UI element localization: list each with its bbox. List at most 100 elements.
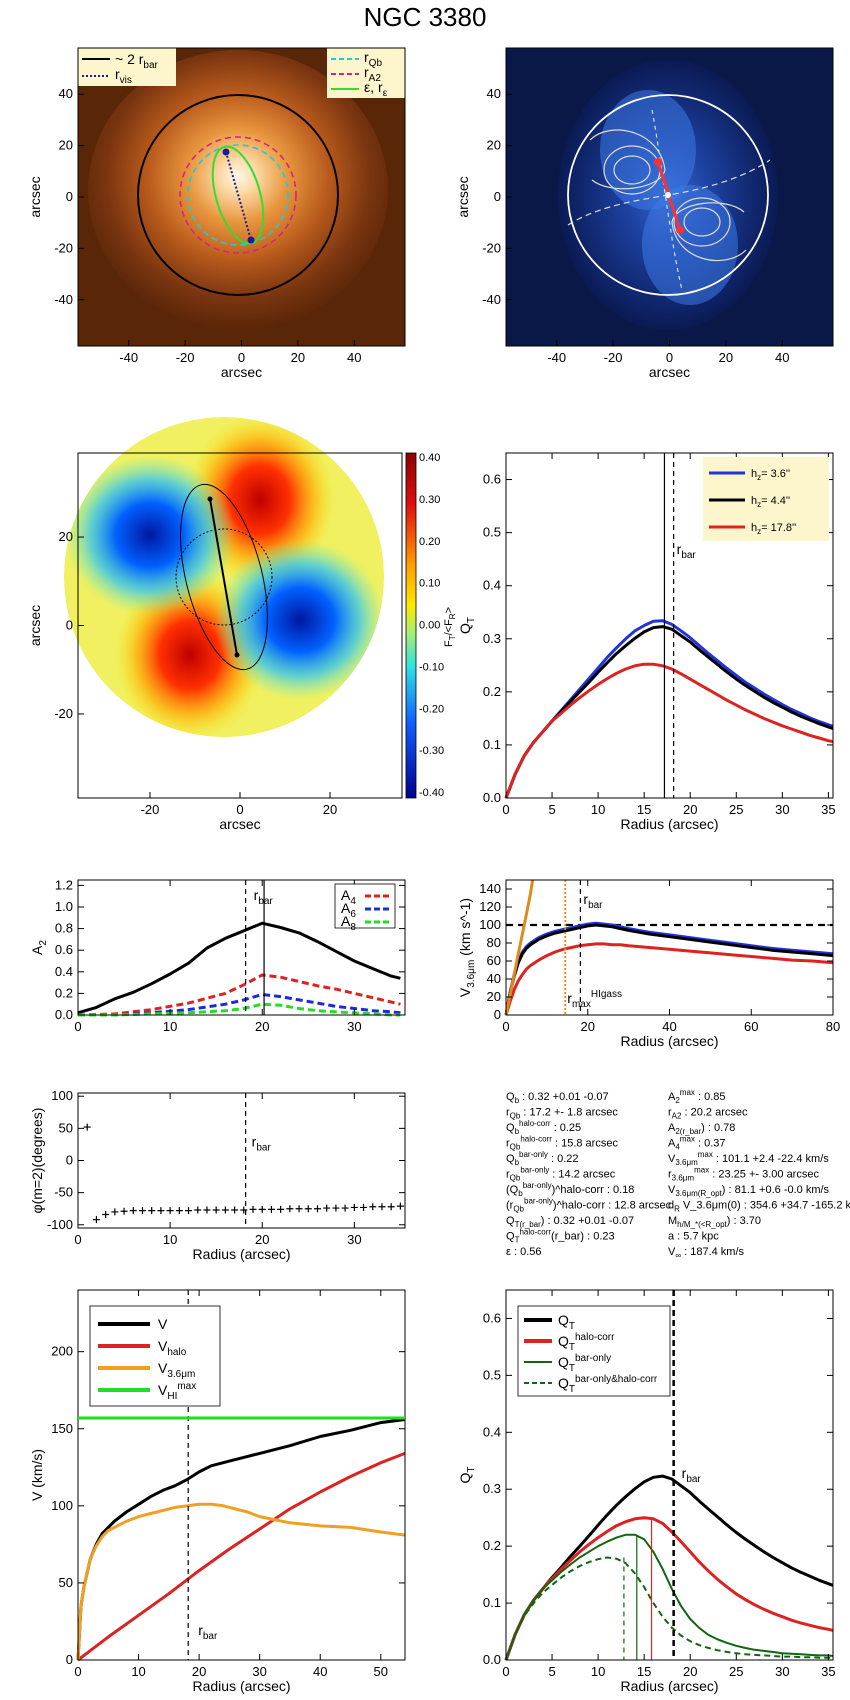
x-tick-label: 25: [729, 1664, 743, 1679]
parameter-row: A2(r_bar) : 0.78: [668, 1122, 735, 1136]
x-tick-label: 0: [666, 350, 673, 365]
x-tick-label: 20: [255, 1232, 269, 1247]
y-tick-label: 0.4: [483, 1424, 501, 1439]
parameter-row: (rQbbar-only)^halo-corr : 12.8 arcsec: [506, 1197, 672, 1214]
y-tick-label: 100: [51, 1498, 73, 1513]
x-tick-label: 0: [238, 350, 245, 365]
series-line: [504, 942, 834, 1016]
colorbar: [405, 452, 417, 799]
y-tick-label: 0: [66, 1652, 73, 1667]
data-point: [129, 1207, 137, 1215]
plot-area: [506, 880, 833, 1015]
data-point: [295, 1205, 303, 1213]
x-tick-label: 30: [347, 1232, 361, 1247]
data-point: [212, 1206, 220, 1214]
parameter-row: rA2 : 20.2 arcsec: [668, 1107, 748, 1121]
series-line: [504, 923, 834, 1016]
x-tick-label: 30: [775, 802, 789, 817]
plot-area: [78, 1093, 405, 1228]
parameter-row: Mh/M_*(<R_opt) : 3.70: [668, 1215, 761, 1229]
y-tick-label: 100: [479, 917, 501, 932]
y-tick-label: 0.3: [483, 1481, 501, 1496]
rbar-annotation: rbar: [252, 1133, 272, 1153]
series-line: [77, 973, 401, 1017]
data-point: [231, 1206, 239, 1214]
data-point: [166, 1207, 174, 1215]
x-tick-label: 20: [683, 802, 697, 817]
y-tick-label: -50: [54, 1185, 73, 1200]
y-tick-label: 0.6: [483, 1310, 501, 1325]
y-tick-label: 0: [66, 1153, 73, 1168]
colorbar-tick-label: 0.20: [419, 536, 440, 548]
y-tick-label: 1.2: [55, 877, 73, 892]
x-tick-label: -40: [119, 350, 138, 365]
x-tick-label: 10: [591, 1664, 605, 1679]
series-line: [504, 879, 535, 1016]
data-point: [360, 1203, 368, 1211]
x-tick-label: 15: [637, 1664, 651, 1679]
data-point: [387, 1203, 395, 1211]
rvis-endpoint: [247, 236, 255, 244]
y-tick-label: 0.1: [483, 1595, 501, 1610]
y-tick-label: 0.2: [55, 985, 73, 1000]
y-tick-label: 40: [59, 86, 73, 101]
y-tick-label: 0.4: [55, 964, 73, 979]
data-point: [185, 1207, 193, 1215]
y-tick-label: 0: [66, 618, 73, 633]
y-tick-label: 0.0: [483, 1652, 501, 1667]
series-line: [77, 1451, 406, 1662]
data-point: [249, 1205, 257, 1213]
y-tick-label: 0.1: [483, 737, 501, 752]
y-tick-label: 0.8: [55, 921, 73, 936]
y-axis-label: V3.6μm (km s^-1): [457, 898, 477, 997]
x-tick-label: 10: [591, 802, 605, 817]
parameter-row: QThalo-corr(r_bar) : 0.23: [506, 1228, 615, 1245]
x-tick-label: 20: [323, 802, 337, 817]
data-point: [203, 1206, 211, 1214]
x-axis-label: arcsec: [219, 816, 260, 832]
legend-label: V3.6μm: [158, 1360, 195, 1380]
legend-label: QTbar-only&halo-corr: [558, 1374, 658, 1395]
y-axis-label: φ(m=2)(degrees): [29, 1108, 45, 1214]
y-tick-label: 140: [479, 881, 501, 896]
y-axis-label: V (km/s): [29, 1449, 45, 1501]
x-tick-label: 40: [775, 350, 789, 365]
x-tick-label: 30: [347, 1019, 361, 1034]
data-point: [369, 1203, 377, 1211]
series-line: [505, 1556, 833, 1661]
y-tick-label: 0.2: [483, 1538, 501, 1553]
data-point: [286, 1205, 294, 1213]
parameter-row: Qbbar-only : 0.22: [506, 1150, 579, 1167]
y-tick-label: 20: [59, 529, 73, 544]
colorbar-tick-label: 0.40: [419, 452, 440, 464]
x-tick-label: 35: [821, 1664, 835, 1679]
x-tick-label: 80: [826, 1019, 840, 1034]
series-line: [78, 1002, 401, 1017]
parameters-table: Qb : 0.32 +0.01 -0.07 rQb : 17.2 +- 1.8 a…: [506, 1088, 850, 1260]
y-tick-label: 0.2: [483, 684, 501, 699]
series-line: [78, 993, 401, 1017]
rbar-annotation: rbar: [254, 887, 274, 907]
x-axis-label: Radius (arcsec): [620, 816, 718, 832]
panel-image-galaxy: ~ 2 rbar rvis rQb rA2 ε, rε -40 -20 0 20 404…: [27, 47, 406, 380]
parameter-row: V3.6μm(R_opt) : 81.1 +0.6 -0.0 km/s: [668, 1184, 830, 1198]
x-tick-label: 20: [719, 350, 733, 365]
y-tick-label: -20: [482, 240, 501, 255]
colorbar-tick-label: -0.40: [419, 787, 444, 799]
x-tick-label: 0: [502, 802, 509, 817]
x-tick-label: -40: [547, 350, 566, 365]
rvis-line: [225, 151, 252, 241]
legend-box-left: [78, 48, 176, 86]
x-tick-label: 15: [637, 802, 651, 817]
x-tick-label: 60: [744, 1019, 758, 1034]
legend-label-eps: ε, rε: [364, 79, 388, 99]
data-point: [111, 1208, 119, 1216]
legend-label: hz= 17.8'': [751, 522, 796, 536]
y-tick-label: -20: [54, 240, 73, 255]
series-line: [76, 1502, 406, 1661]
x-tick-label: -20: [604, 350, 623, 365]
legend-label: hz= 4.4'': [751, 495, 790, 509]
legend-label: VHImax: [158, 1381, 196, 1402]
x-tick-label: 20: [291, 350, 305, 365]
x-tick-label: 20: [255, 1019, 269, 1034]
